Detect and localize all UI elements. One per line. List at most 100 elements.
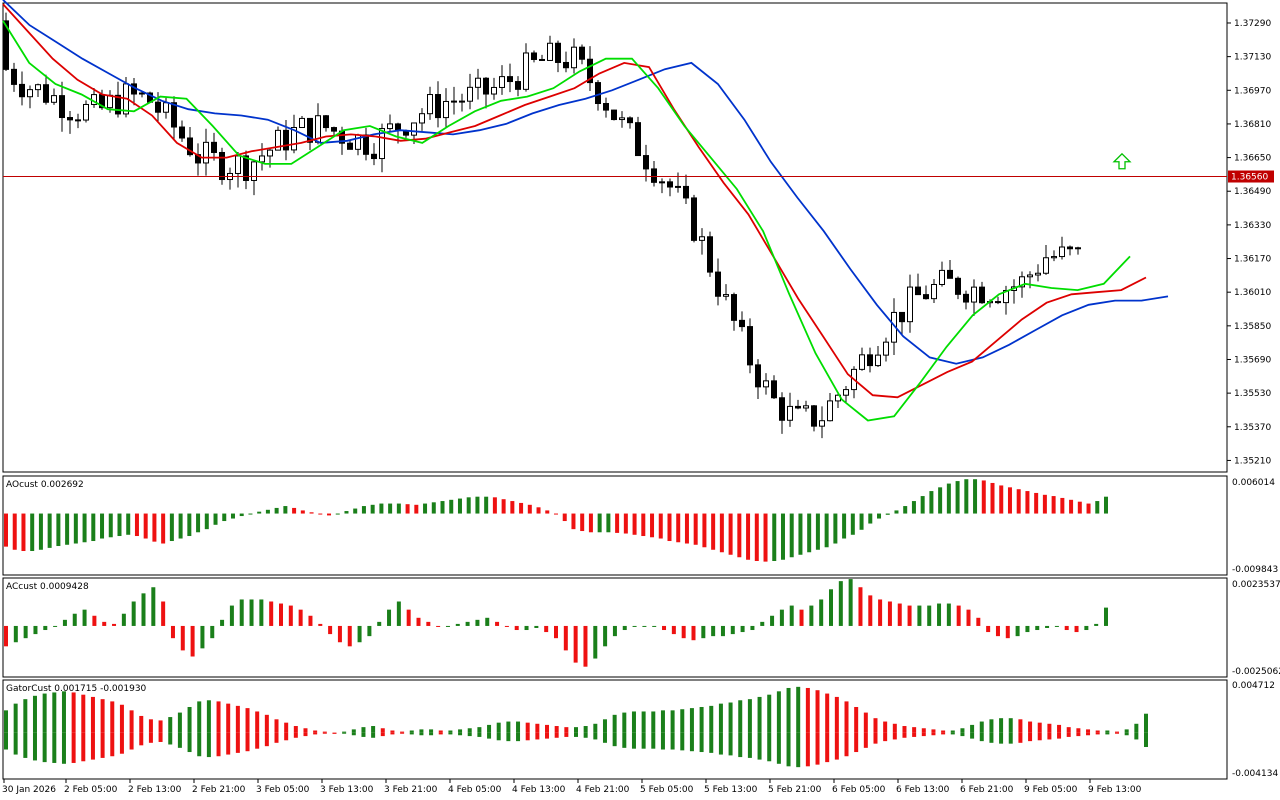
- gator-lower-bar: [264, 732, 269, 747]
- ao-bar-up: [772, 513, 777, 561]
- candle-down: [323, 115, 329, 129]
- candle-down: [747, 326, 753, 366]
- candle-up: [939, 269, 945, 285]
- gator-upper-bar: [902, 726, 907, 733]
- gator-upper-bar: [4, 710, 8, 733]
- gator-lower-bar: [660, 732, 665, 750]
- ao-bar-down: [571, 513, 576, 530]
- candle-down: [283, 129, 289, 151]
- ao-bar-down: [21, 513, 26, 552]
- gator-upper-bar: [419, 729, 424, 733]
- gator-lower-bar: [129, 732, 134, 750]
- gator-lower-bar: [32, 732, 37, 761]
- gator-lower-bar: [148, 732, 153, 743]
- gator-upper-bar: [119, 704, 124, 733]
- ac-bar-up: [1035, 625, 1040, 631]
- ao-bar-up: [449, 499, 454, 514]
- ac-bar-down: [504, 625, 509, 627]
- candle-down: [371, 153, 377, 160]
- gator-upper-bar: [738, 700, 743, 733]
- ao-bar-up: [257, 511, 262, 514]
- ac-bar-down: [328, 625, 333, 635]
- gator-upper-bar: [641, 711, 646, 733]
- ao-bar-down: [492, 497, 497, 514]
- gator-lower-bar: [23, 732, 28, 758]
- candle-up: [83, 103, 89, 121]
- ao-bar-down: [702, 513, 707, 548]
- gator-lower-bar: [187, 732, 192, 753]
- gator-upper-bar: [1008, 718, 1013, 733]
- ac-bar-up: [603, 625, 608, 647]
- gator-lower-bar: [535, 732, 540, 740]
- candle-down: [811, 405, 817, 427]
- gator-lower-bar: [1057, 732, 1062, 739]
- candle-up: [1027, 274, 1033, 278]
- candle-down: [515, 81, 521, 90]
- time-tick-label: 6 Feb 21:00: [960, 785, 1014, 795]
- gator-upper-bar: [206, 700, 211, 733]
- gator-upper-bar: [90, 696, 95, 733]
- candle-down: [347, 142, 353, 150]
- ac-bar-up: [1015, 625, 1020, 637]
- ac-bar-up: [131, 601, 136, 626]
- gator-upper-bar: [1105, 730, 1110, 733]
- ao-bar-up: [850, 513, 855, 535]
- ao-bar-up: [230, 513, 235, 519]
- ac-bar-down: [406, 609, 411, 626]
- ao-bar-up: [396, 503, 401, 514]
- ac-bar-up: [396, 601, 401, 626]
- ao-bar-up: [798, 513, 803, 555]
- candle-up: [1019, 276, 1025, 288]
- candle-up: [51, 95, 57, 103]
- candle-up: [875, 354, 881, 367]
- gator-upper-bar: [631, 711, 636, 733]
- ao-bar-up: [859, 513, 864, 530]
- time-tick-label: 3 Feb 21:00: [384, 785, 438, 795]
- gator-upper-bar: [805, 687, 810, 733]
- ac-bar-up: [220, 619, 225, 626]
- gator-upper-bar: [728, 702, 733, 733]
- ac-bar-up: [937, 603, 942, 626]
- ao-bar-down: [1060, 497, 1065, 514]
- ac-bar-down: [180, 625, 185, 651]
- gator-upper-bar: [1086, 729, 1091, 733]
- ao-bar-down: [292, 507, 297, 514]
- gator-upper-bar: [622, 712, 627, 733]
- ac-bar-up: [612, 625, 617, 637]
- gator-lower-bar: [941, 732, 946, 735]
- gator-upper-bar: [960, 728, 965, 733]
- gator-upper-bar: [438, 730, 443, 733]
- candle-down: [627, 117, 633, 124]
- gator-upper-bar: [23, 699, 28, 733]
- candle-down: [643, 155, 649, 170]
- ac-bar-down: [347, 625, 352, 647]
- ao-bar-up: [466, 497, 471, 514]
- ao-bar-down: [632, 513, 637, 535]
- ac-bar-up: [53, 625, 58, 627]
- ao-bar-down: [510, 501, 515, 514]
- time-tick-label: 30 Jan 2026: [2, 785, 56, 795]
- ac-bar-down: [554, 625, 558, 639]
- gator-lower-bar: [458, 732, 463, 736]
- panel-frame-ao: [2, 475, 1228, 576]
- gator-lower-bar: [825, 732, 830, 763]
- ao-bar-up: [929, 491, 934, 514]
- ac-bar-up: [141, 593, 146, 626]
- candle-down: [75, 119, 81, 122]
- gator-upper-bar: [680, 709, 685, 733]
- ac-bar-down: [887, 601, 892, 626]
- gator-upper-bar: [1115, 731, 1120, 733]
- gator-upper-bar: [61, 691, 66, 733]
- gator-lower-bar: [747, 732, 752, 758]
- ao-bar-down: [414, 504, 419, 514]
- gator-upper-bar: [1144, 713, 1148, 733]
- candle-down: [563, 61, 569, 69]
- candle-up: [163, 102, 169, 113]
- gator-lower-bar: [516, 732, 521, 742]
- gator-min-label: -0.004134: [1232, 769, 1278, 779]
- candle-up: [291, 126, 297, 151]
- gator-upper-bar: [467, 728, 472, 733]
- ao-label: AOcust 0.002692: [6, 480, 84, 490]
- candle-down: [539, 58, 545, 61]
- candle-up: [411, 122, 417, 136]
